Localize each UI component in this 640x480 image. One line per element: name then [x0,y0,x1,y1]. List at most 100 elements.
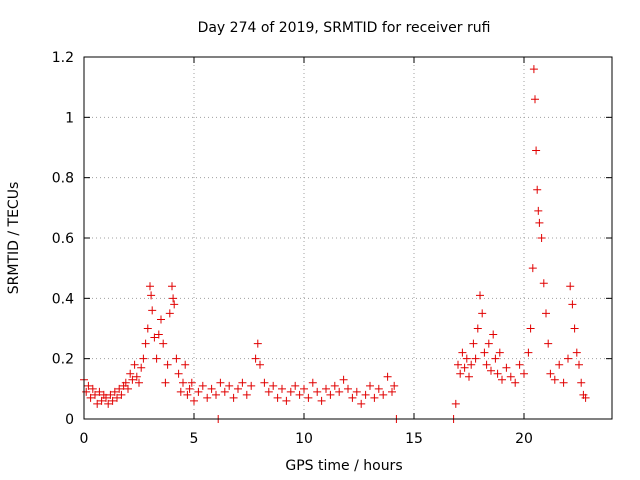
data-point [135,378,143,387]
data-point [467,360,476,369]
data-point [480,348,489,357]
data-point [159,339,168,348]
data-point [555,360,564,369]
data-point [220,387,229,396]
grid-lines [84,57,612,419]
data-point [295,390,304,399]
data-point [528,264,537,273]
data-point [374,384,383,393]
y-tick-label: 1 [65,110,74,126]
axis-ticks: 0 0.2 0.4 0.6 0.8 1 1.2 0 5 10 15 20 [52,50,612,447]
data-point [535,218,544,227]
x-tick-label: 5 [190,431,199,447]
data-point [88,384,97,393]
data-point [203,393,212,402]
data-point [534,206,543,215]
data-point [185,384,194,393]
data-point [511,378,520,387]
y-tick-label: 0.6 [52,231,74,247]
data-point [539,279,548,288]
data-point [506,372,515,381]
data-point [148,306,157,315]
y-axis-label: SRMTID / TECUs [6,182,22,295]
data-point [462,354,471,363]
data-point [313,387,322,396]
data-point [278,384,286,393]
data-point [531,95,539,104]
data-point [566,282,575,291]
data-point [493,369,502,378]
data-point [130,360,139,369]
data-point [238,378,247,387]
data-point [502,363,511,372]
data-point [169,294,178,303]
data-point [577,378,586,387]
data-point [137,363,146,372]
data-points [80,65,590,423]
data-point [198,381,207,390]
data-point [212,390,220,399]
data-point [147,291,156,300]
data-point [291,381,300,390]
data-point [154,330,163,339]
data-point [520,369,528,378]
data-point [348,393,357,402]
data-point [174,369,183,378]
data-point [529,65,538,74]
data-point [300,384,308,393]
data-point [124,384,132,393]
data-point [190,396,198,405]
data-point [564,354,572,363]
data-point [379,390,388,399]
data-point [163,360,172,369]
data-point [544,339,553,348]
data-point [454,360,462,369]
data-point [471,354,480,363]
data-point [575,360,583,369]
chart-title: Day 274 of 2019, SRMTID for receiver ruf… [198,20,491,36]
y-tick-label: 0.4 [52,291,74,307]
data-point [264,387,273,396]
data-point [559,378,568,387]
data-point [242,390,251,399]
x-tick-label: 15 [405,431,423,447]
data-point [269,381,278,390]
data-point [550,375,559,384]
data-point [498,375,506,384]
data-point [451,399,460,408]
data-point [458,348,467,357]
data-point [526,324,535,333]
y-tick-label: 0 [65,412,74,428]
data-point [225,381,234,390]
data-point [330,381,339,390]
data-point [456,369,465,378]
y-tick-label: 0.8 [52,171,74,187]
data-point [489,330,498,339]
data-point [495,348,504,357]
x-tick-label: 10 [295,431,313,447]
data-point [532,146,541,155]
data-point [460,363,469,372]
data-point [286,387,295,396]
data-point [476,291,484,300]
data-point [104,399,113,408]
data-point [357,399,366,408]
data-point [383,372,392,381]
data-point [168,282,176,291]
data-point [339,375,348,384]
data-point [465,372,473,381]
data-point [97,396,106,405]
x-tick-label: 20 [515,431,533,447]
data-point [484,339,493,348]
data-point [146,282,154,291]
data-point [581,393,590,402]
data-point [533,185,542,194]
data-point [478,309,487,318]
data-point [176,387,185,396]
data-point [304,393,313,402]
data-point [132,372,141,381]
data-point [273,393,282,402]
data-point [251,354,260,363]
data-point [187,378,196,387]
